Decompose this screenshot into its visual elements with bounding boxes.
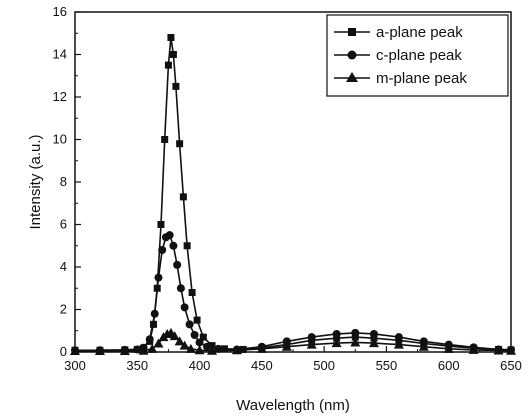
data-point-c-plane-peak — [369, 329, 378, 338]
legend-label-a-plane: a-plane peak — [376, 24, 463, 41]
data-point-c-plane-peak — [190, 331, 199, 339]
legend: a-plane peak c-plane peak m-plane peak — [326, 14, 509, 97]
data-point-m-plane-peak — [169, 331, 180, 341]
legend-entry-a-plane: a-plane peak — [334, 24, 463, 41]
x-tick-label: 400 — [189, 358, 211, 373]
y-axis-title: Intensity (a.u.) — [27, 134, 44, 229]
series-line-c-plane-peak — [75, 233, 512, 352]
legend-label-m-plane: m-plane peak — [376, 70, 467, 87]
data-point-a-plane-peak — [176, 140, 184, 148]
data-point-m-plane-peak — [350, 337, 361, 347]
data-point-c-plane-peak — [154, 273, 163, 282]
y-tick-label: 4 — [60, 259, 67, 274]
data-point-a-plane-peak — [161, 136, 169, 143]
data-point-m-plane-peak — [331, 338, 342, 348]
data-point-m-plane-peak — [147, 343, 158, 353]
axis-layer: 300 350 400 450 500 550 600 650 0 2 4 6 8 10 12 14 16 — [53, 4, 522, 373]
x-axis-title: Wavelength (nm) — [236, 397, 350, 414]
data-point-a-plane-peak — [193, 316, 201, 324]
data-point-c-plane-peak — [180, 303, 189, 312]
y-tick-label: 0 — [60, 344, 67, 359]
data-point-m-plane-peak — [207, 345, 218, 355]
data-point-c-plane-peak — [176, 284, 185, 293]
data-point-m-plane-peak — [368, 338, 379, 348]
y-tick-label: 16 — [53, 4, 67, 19]
data-point-a-plane-peak — [351, 333, 359, 341]
data-point-c-plane-peak — [351, 328, 360, 337]
data-point-c-plane-peak — [332, 329, 341, 338]
data-point-c-plane-peak — [158, 246, 167, 254]
y-tick-label: 6 — [60, 217, 67, 232]
data-point-m-plane-peak — [231, 345, 242, 355]
data-point-c-plane-peak — [145, 335, 154, 344]
data-point-c-plane-peak — [173, 260, 182, 269]
legend-entry-c-plane: c-plane peak — [334, 47, 462, 64]
data-point-a-plane-peak — [169, 51, 177, 58]
legend-marker-c-plane — [347, 50, 357, 60]
data-point-a-plane-peak — [157, 221, 165, 228]
x-tick-label: 350 — [126, 358, 148, 373]
y-tick-label: 12 — [53, 89, 67, 104]
data-point-c-plane-peak — [169, 241, 178, 250]
legend-label-c-plane: c-plane peak — [376, 47, 462, 64]
data-point-m-plane-peak — [393, 339, 404, 349]
data-point-a-plane-peak — [172, 82, 180, 90]
data-point-m-plane-peak — [119, 345, 130, 355]
data-point-c-plane-peak — [150, 309, 159, 318]
data-point-m-plane-peak — [153, 338, 164, 348]
y-tick-label: 10 — [53, 132, 67, 147]
data-point-a-plane-peak — [188, 289, 196, 296]
data-point-a-plane-peak — [164, 61, 172, 69]
data-point-a-plane-peak — [179, 193, 187, 201]
data-point-c-plane-peak — [185, 320, 194, 329]
data-point-a-plane-peak — [167, 34, 175, 41]
data-point-m-plane-peak — [138, 345, 149, 355]
data-point-c-plane-peak — [282, 337, 291, 346]
data-point-a-plane-peak — [208, 342, 216, 350]
data-point-a-plane-peak — [183, 242, 191, 250]
x-tick-label: 550 — [376, 358, 398, 373]
data-point-m-plane-peak — [306, 339, 317, 349]
data-point-c-plane-peak — [419, 337, 428, 346]
data-point-a-plane-peak — [149, 320, 157, 328]
data-point-c-plane-peak — [165, 231, 174, 240]
data-point-c-plane-peak — [214, 344, 223, 353]
data-point-m-plane-peak — [185, 343, 196, 353]
data-point-m-plane-peak — [174, 336, 185, 346]
x-tick-label: 300 — [64, 358, 86, 373]
x-tick-label: 650 — [500, 358, 522, 373]
data-point-m-plane-peak — [179, 340, 190, 350]
data-point-m-plane-peak — [493, 345, 504, 355]
legend-marker-m-plane — [346, 72, 358, 82]
y-tick-label: 8 — [60, 174, 67, 189]
data-point-c-plane-peak — [307, 333, 316, 342]
y-tick-label: 2 — [60, 302, 67, 317]
data-point-m-plane-peak — [468, 344, 479, 354]
data-point-m-plane-peak — [281, 341, 292, 351]
data-point-c-plane-peak — [195, 338, 204, 347]
x-tick-label: 450 — [251, 358, 273, 373]
y-tick-label: 14 — [53, 47, 67, 62]
data-point-c-plane-peak — [394, 333, 403, 342]
data-point-c-plane-peak — [203, 342, 212, 351]
legend-entry-m-plane: m-plane peak — [334, 70, 467, 87]
x-tick-label: 500 — [313, 358, 335, 373]
legend-marker-a-plane — [348, 28, 356, 36]
series-c-plane-peak — [71, 231, 515, 355]
data-point-a-plane-peak — [199, 333, 207, 341]
data-point-m-plane-peak — [94, 345, 105, 355]
data-point-m-plane-peak — [418, 341, 429, 351]
x-tick-label: 600 — [438, 358, 460, 373]
